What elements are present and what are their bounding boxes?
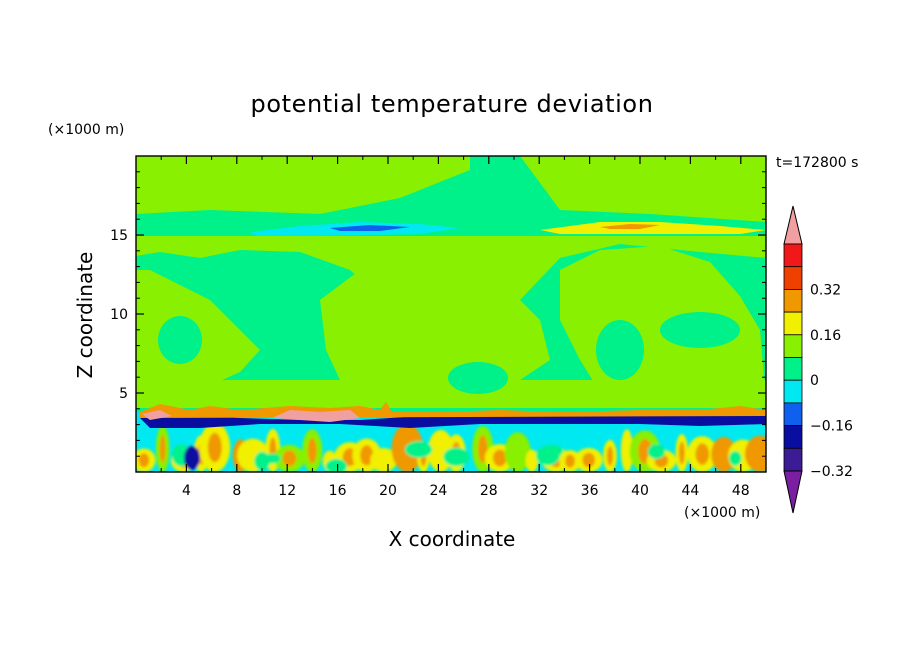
colorbar-segment: [783, 402, 803, 426]
convective-cell: [525, 449, 539, 472]
tropopause-yellow-band: [540, 222, 766, 234]
cold-pool: [184, 446, 200, 470]
convective-cell-core: [582, 452, 596, 468]
cool-pocket: [540, 445, 564, 458]
convective-cell-core: [678, 441, 685, 465]
x-tick-label: 48: [732, 483, 750, 499]
x-tick-label: 36: [581, 483, 599, 499]
x-tick-label: 16: [329, 483, 347, 499]
convective-cell-core: [159, 434, 166, 463]
chart-title: potential temperature deviation: [250, 90, 653, 118]
field-upper-positive: [136, 156, 766, 222]
inversion-dark-band: [140, 414, 766, 428]
colorbar: 0.32 0.16 0 −0.16 −0.32: [783, 205, 853, 514]
colorbar-label: 0.16: [810, 328, 841, 344]
x-axis-label: X coordinate: [389, 527, 516, 551]
y-axis-label: Z coordinate: [73, 252, 97, 379]
cool-pocket: [254, 451, 271, 471]
colorbar-segment: [783, 447, 803, 472]
field-hole-1: [448, 362, 508, 394]
colorbar-segment: [783, 311, 803, 336]
y-tick-label: 10: [110, 307, 128, 323]
colorbar-label: −0.16: [810, 419, 853, 435]
convective-cell-core: [606, 446, 614, 466]
x-tick-label: 44: [681, 483, 699, 499]
tropopause-blue-band: [330, 225, 410, 231]
convective-cell: [744, 435, 766, 472]
x-tick-label: 32: [530, 483, 548, 499]
boundary-layer-cells: [136, 422, 766, 472]
cool-pocket: [443, 447, 470, 467]
convective-cell-core: [718, 444, 730, 466]
x-tick-label: 4: [182, 483, 191, 499]
convective-cell: [620, 429, 634, 472]
y-unit-label: (×1000 m): [48, 122, 124, 138]
convective-cell-core: [493, 449, 507, 467]
convective-cell: [504, 432, 531, 472]
convective-cell-core: [360, 445, 374, 466]
x-tick-label: 28: [480, 483, 498, 499]
cool-pocket: [404, 441, 433, 458]
colorbar-label: −0.32: [810, 464, 853, 480]
convective-cell-core: [282, 450, 297, 467]
x-tick-label: 40: [631, 483, 649, 499]
colorbar-segment: [783, 425, 803, 449]
x-tick-label: 20: [379, 483, 397, 499]
convective-cell-core: [207, 432, 222, 463]
field-low-band: [136, 380, 766, 408]
colorbar-segment: [783, 357, 803, 381]
convective-cell-core: [695, 443, 710, 465]
x-tick-label: 8: [232, 483, 241, 499]
colorbar-segment: [783, 288, 803, 313]
field-hole-4: [660, 312, 740, 348]
colorbar-segment: [783, 379, 803, 404]
colorbar-segment: [783, 266, 803, 290]
time-label: t=172800 s: [776, 155, 858, 171]
cool-pocket: [325, 458, 348, 472]
convective-cell-core: [138, 453, 150, 468]
convective-cell: [370, 448, 398, 472]
colorbar-bottom-arrow: [783, 470, 803, 514]
x-tick-label: 12: [278, 483, 296, 499]
cool-pocket: [647, 444, 666, 460]
y-tick-label: 15: [110, 228, 128, 244]
colorbar-segment: [783, 243, 803, 268]
field-hole-2: [596, 320, 644, 380]
field-hole-3: [158, 316, 202, 364]
field-middle-blob: [320, 262, 550, 392]
cool-pocket: [729, 450, 742, 466]
colorbar-top-arrow: [783, 205, 803, 245]
colorbar-label: 0: [810, 373, 819, 389]
x-unit-label: (×1000 m): [684, 505, 760, 521]
convective-cell-core: [565, 454, 575, 468]
colorbar-segment: [783, 334, 803, 358]
colorbar-label: 0.32: [810, 282, 841, 298]
y-tick-label: 5: [119, 386, 128, 402]
convective-cell-core: [307, 437, 317, 464]
inversion-pink-tops: [142, 410, 360, 422]
tropopause-orange-band: [600, 224, 660, 229]
contour-field: [136, 156, 766, 472]
x-tick-label: 24: [429, 483, 447, 499]
